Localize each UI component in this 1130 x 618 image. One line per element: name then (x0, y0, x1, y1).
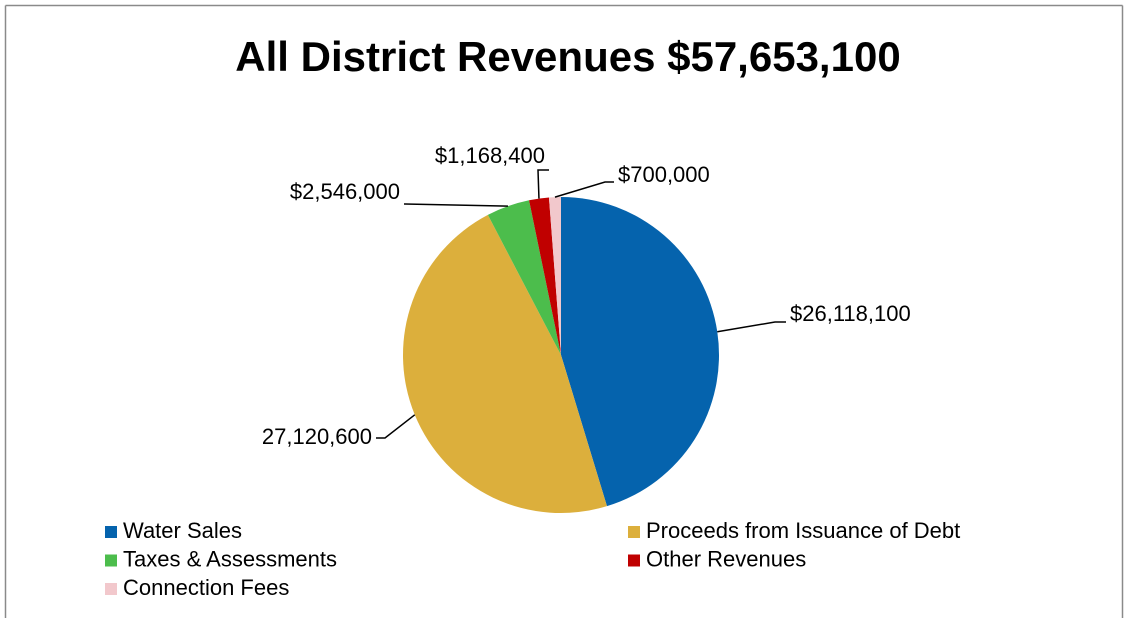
legend-label: Proceeds from Issuance of Debt (646, 518, 960, 543)
leader-line (537, 169, 549, 199)
legend-swatch (628, 526, 640, 538)
pie-slice (487, 200, 561, 355)
legend-swatch (105, 526, 117, 538)
pie-slice (529, 197, 561, 355)
data-label: $26,118,100 (790, 301, 911, 326)
pie-slice (561, 197, 719, 507)
legend-swatch (628, 554, 640, 567)
legend-swatch (105, 583, 117, 595)
legend-label: Taxes & Assessments (123, 546, 337, 571)
pie-slice (548, 197, 561, 355)
data-label: $1,168,400 (435, 143, 545, 168)
chart-title: All District Revenues $57,653,100 (235, 33, 900, 80)
data-label: $700,000 (618, 162, 710, 187)
leader-line (404, 203, 508, 207)
pie-slice (402, 214, 607, 514)
legend-label: Water Sales (123, 518, 242, 543)
legend-label: Connection Fees (123, 575, 289, 600)
leader-line (554, 181, 614, 198)
leader-line (376, 414, 416, 439)
legend-swatch (105, 554, 117, 567)
data-label: 27,120,600 (262, 424, 372, 449)
leader-line (717, 321, 786, 333)
legend-label: Other Revenues (646, 546, 806, 571)
data-label: $2,546,000 (290, 179, 400, 204)
